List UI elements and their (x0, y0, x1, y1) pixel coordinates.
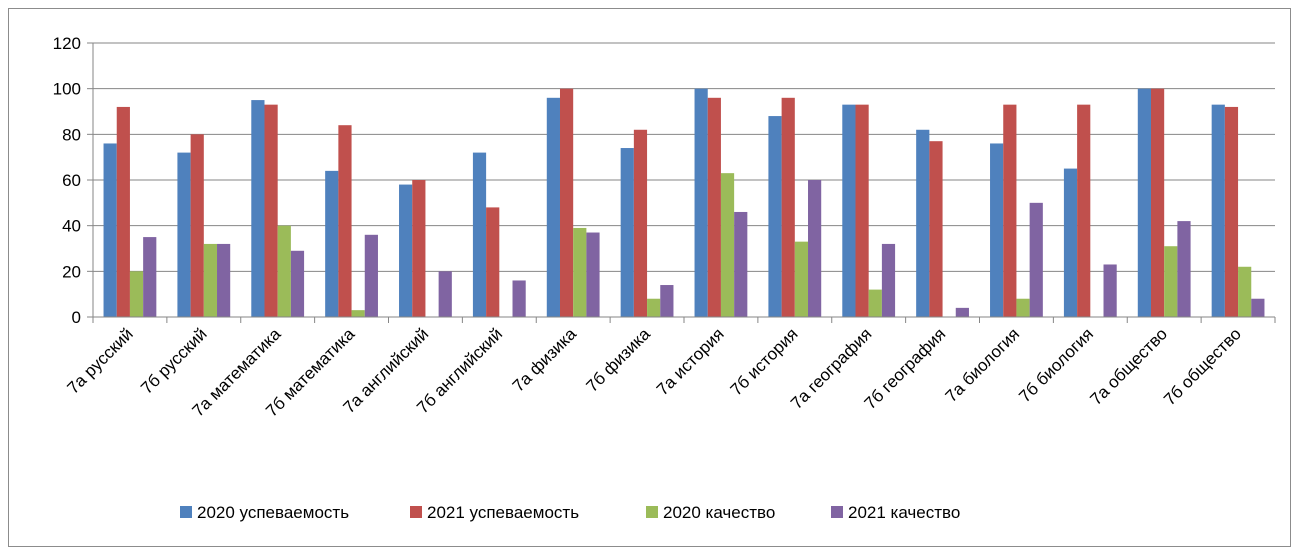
legend-label: 2021 качество (848, 503, 960, 522)
y-tick-label: 20 (62, 262, 81, 281)
bar (1177, 221, 1191, 317)
bar (412, 180, 426, 317)
bar (1164, 246, 1178, 317)
x-tick-label: 7а физика (509, 324, 581, 396)
legend-swatch (410, 506, 422, 518)
bar (546, 97, 560, 317)
x-tick-label: 7б история (727, 324, 802, 399)
bar (768, 116, 782, 317)
bar (955, 307, 969, 317)
y-tick-label: 120 (53, 34, 81, 53)
axes (92, 43, 1276, 323)
bar (1251, 298, 1265, 317)
x-tick-label: 7б физика (582, 324, 654, 396)
bar (620, 148, 634, 317)
bar (842, 104, 856, 318)
bar (1029, 202, 1043, 317)
bar (1150, 88, 1165, 318)
bar (129, 271, 144, 317)
bar (472, 152, 487, 317)
legend-swatch (646, 506, 658, 518)
bar (1003, 104, 1017, 318)
bar (633, 129, 648, 317)
bar (868, 289, 882, 317)
bar (143, 237, 157, 317)
chart-frame: 0 20 40 60 80 100 120 7а русский 7б русский 7а м… (8, 8, 1291, 547)
bar (512, 280, 526, 317)
bar (190, 134, 204, 317)
legend-label: 2020 успеваемость (197, 503, 349, 522)
bar (177, 152, 191, 317)
x-tick-label: 7а история (653, 324, 728, 399)
bar (364, 234, 378, 317)
bar (660, 285, 674, 317)
bar (116, 106, 130, 317)
bar (1137, 88, 1151, 318)
legend-label: 2021 успеваемость (427, 503, 579, 522)
y-tick-labels: 0 20 40 60 80 100 120 (53, 34, 81, 327)
bar (1224, 106, 1239, 317)
bar (694, 88, 708, 318)
bar (586, 232, 600, 317)
bar (103, 143, 117, 317)
bar (1238, 266, 1252, 317)
bar (990, 143, 1004, 317)
bar (1103, 264, 1117, 317)
x-tick-label: 7б биология (1015, 324, 1097, 406)
legend-swatch (180, 506, 192, 518)
y-tick-label: 80 (62, 125, 81, 144)
bar (438, 271, 452, 317)
bar (290, 250, 305, 317)
x-tick-label: 7б общество (1160, 324, 1245, 409)
x-tick-label: 7а русский (63, 324, 136, 397)
bar (351, 310, 365, 317)
bar (264, 104, 278, 318)
y-tick-label: 60 (62, 171, 81, 190)
bar (916, 129, 930, 317)
bar (486, 207, 500, 317)
bar (720, 173, 735, 317)
bar (559, 88, 574, 318)
y-tick-label: 0 (72, 308, 81, 327)
bar (881, 243, 896, 317)
x-tick-label: 7а общество (1086, 324, 1171, 409)
bars (103, 88, 1265, 318)
bar (1063, 168, 1078, 317)
bar (929, 141, 943, 317)
bar (1077, 104, 1091, 318)
bar (277, 225, 291, 317)
bar (647, 298, 661, 317)
bar (707, 97, 721, 317)
legend-label: 2020 качество (663, 503, 775, 522)
bar (338, 125, 352, 317)
bar (1211, 104, 1225, 318)
legend-swatch (831, 506, 843, 518)
bar (855, 104, 869, 318)
bar (399, 184, 413, 317)
bar (325, 170, 339, 317)
bar (794, 241, 809, 317)
bar (251, 100, 265, 317)
bar (203, 243, 218, 317)
bar (573, 227, 587, 317)
bar (781, 97, 795, 317)
bar (1016, 298, 1030, 317)
legend: 2020 успеваемость 2021 успеваемость 2020 к… (180, 503, 960, 522)
y-tick-label: 40 (62, 217, 81, 236)
bar (734, 211, 748, 317)
y-tick-label: 100 (53, 80, 81, 99)
bar (808, 180, 822, 317)
x-tick-label: 7а биология (942, 324, 1024, 406)
x-tick-label: 7б русский (137, 324, 210, 397)
bar (217, 243, 231, 317)
